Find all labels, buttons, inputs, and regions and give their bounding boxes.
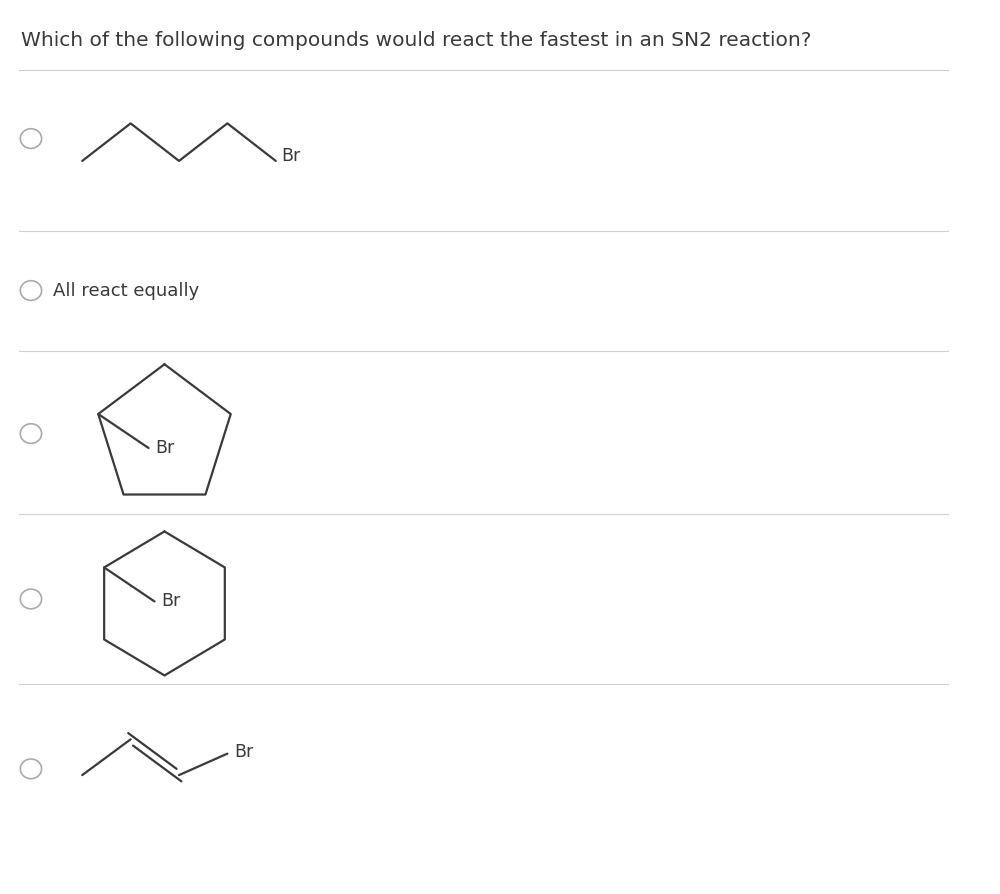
Text: Which of the following compounds would react the fastest in an SN2 reaction?: Which of the following compounds would r… (21, 31, 812, 50)
Text: All react equally: All react equally (53, 282, 199, 299)
Text: Br: Br (161, 593, 180, 611)
Text: Br: Br (155, 439, 175, 457)
Text: Br: Br (234, 743, 253, 761)
Text: Br: Br (282, 148, 301, 165)
